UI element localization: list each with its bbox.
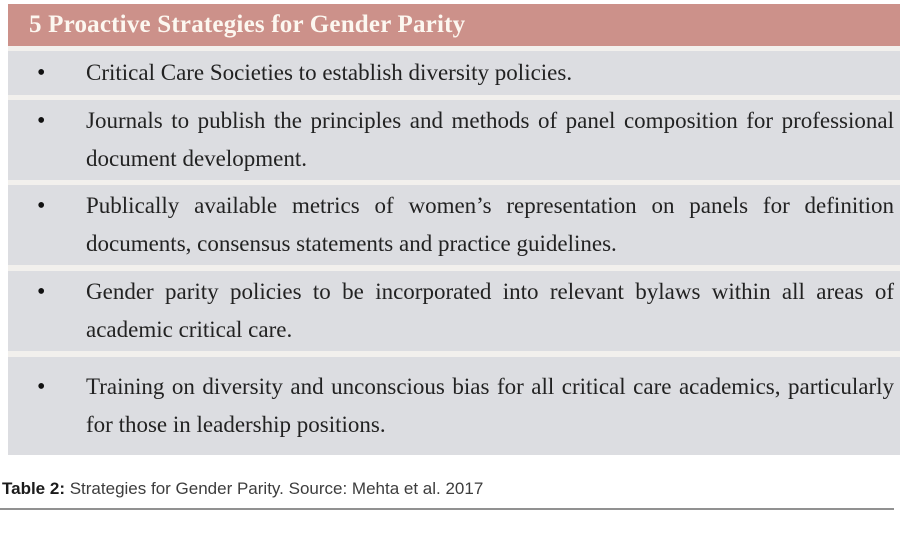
table-row: • Gender parity policies to be incorpora… bbox=[8, 271, 900, 351]
row-text: Critical Care Societies to establish div… bbox=[86, 60, 573, 85]
bullet-icon: • bbox=[37, 60, 46, 86]
caption-text: Strategies for Gender Parity. Source: Me… bbox=[64, 479, 484, 498]
row-text: Publically available metrics of women’s … bbox=[86, 193, 894, 256]
caption-divider bbox=[0, 508, 894, 510]
table-row: • Training on diversity and unconscious … bbox=[8, 357, 900, 455]
table-header: 5 Proactive Strategies for Gender Parity bbox=[8, 4, 900, 46]
table-row: • Journals to publish the principles and… bbox=[8, 100, 900, 180]
bullet-icon: • bbox=[37, 374, 46, 400]
table-caption: Table 2: Strategies for Gender Parity. S… bbox=[2, 478, 892, 500]
bullet-icon: • bbox=[37, 279, 46, 305]
row-text: Training on diversity and unconscious bi… bbox=[86, 374, 894, 437]
bullet-icon: • bbox=[37, 193, 46, 219]
row-text: Gender parity policies to be incorporate… bbox=[86, 279, 894, 342]
row-text: Journals to publish the principles and m… bbox=[86, 108, 894, 171]
caption-label: Table 2: bbox=[2, 479, 65, 498]
table-row: • Publically available metrics of women’… bbox=[8, 185, 900, 265]
strategies-table: 5 Proactive Strategies for Gender Parity… bbox=[8, 4, 900, 455]
bullet-icon: • bbox=[37, 108, 46, 134]
table-row: • Critical Care Societies to establish d… bbox=[8, 51, 900, 95]
